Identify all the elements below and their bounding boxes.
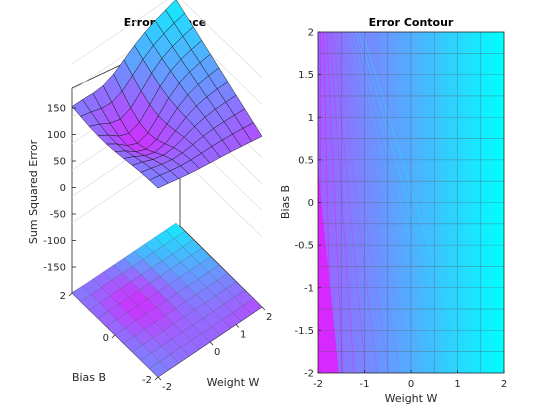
w-tick-label: 1: [240, 330, 246, 341]
z-tick-label: -150: [43, 263, 66, 274]
b-tick-label: 0: [103, 333, 109, 344]
w-tick-label: 2: [266, 312, 272, 323]
weight-axis-label: Weight W: [207, 376, 260, 389]
b-tick-mark: [68, 292, 73, 297]
contour-x-tick-label: -1: [360, 379, 370, 390]
bias-axis-ticks: -2 0 2: [60, 291, 159, 386]
projected-floor-mesh: [71, 222, 263, 378]
z-tick-label: 100: [47, 130, 66, 141]
bias-axis-label: Bias B: [72, 371, 106, 384]
contour-y-ticks: -2 -1.5 -1 -0.5 0 0.5 1 1.5 2: [294, 28, 321, 380]
z-tick-label: -100: [43, 236, 66, 247]
z-tick-label: 0: [60, 183, 66, 194]
b-tick-label: 2: [60, 291, 66, 302]
contour-panel: Error Contour -2 -1 0 1 2 -2 -1.5 -1 -0.5 0 0.5 1 1…: [279, 16, 507, 405]
w-tick-mark: [209, 341, 214, 346]
contour-x-tick-label: 2: [501, 379, 507, 390]
low-error-wedge: [318, 168, 339, 373]
error-surface-mesh: [71, 0, 263, 189]
contour-y-tick-label: 0.5: [298, 155, 314, 166]
w-tick-label: -2: [162, 382, 172, 393]
z-axis-ticks: -150 -100 -50 0 50 100 150: [43, 104, 76, 274]
contour-x-ticks: -2 -1 0 1 2: [313, 370, 507, 390]
contour-title: Error Contour: [369, 16, 454, 29]
contour-y-label: Bias B: [279, 185, 292, 219]
contour-y-tick-label: -0.5: [294, 241, 314, 252]
w-tick-mark: [261, 306, 266, 311]
contour-y-tick-label: 2: [308, 28, 314, 39]
z-tick-label: 50: [53, 157, 66, 168]
contour-y-tick-label: 0: [308, 198, 314, 209]
b-tick-mark: [111, 334, 116, 339]
contour-x-label: Weight W: [385, 392, 438, 405]
contour-y-tick-label: 1.5: [298, 70, 314, 81]
w-tick-label: 0: [214, 347, 220, 358]
contour-y-tick-label: -1: [304, 283, 314, 294]
weight-axis-ticks: -2 0 1 2: [157, 306, 272, 393]
contour-y-tick-label: -2: [304, 369, 314, 380]
contour-x-tick-label: 1: [454, 379, 460, 390]
contour-y-tick-label: -1.5: [294, 326, 314, 337]
contour-grid: [318, 32, 504, 373]
w-tick-mark: [235, 324, 240, 328]
floor-cell: [242, 298, 263, 315]
surface-cell: [242, 122, 263, 142]
contour-y-tick-label: 1: [308, 113, 314, 124]
contour-x-tick-label: 0: [408, 379, 414, 390]
w-tick-mark: [157, 376, 162, 381]
z-grid-line: [71, 0, 263, 79]
contour-x-tick-label: -2: [313, 379, 323, 390]
z-tick-label: -50: [50, 210, 66, 221]
z-axis-label: Sum Squared Error: [27, 139, 40, 244]
b-tick-label: -2: [142, 375, 152, 386]
z-tick-label: 150: [47, 104, 66, 115]
b-tick-mark: [154, 376, 159, 381]
